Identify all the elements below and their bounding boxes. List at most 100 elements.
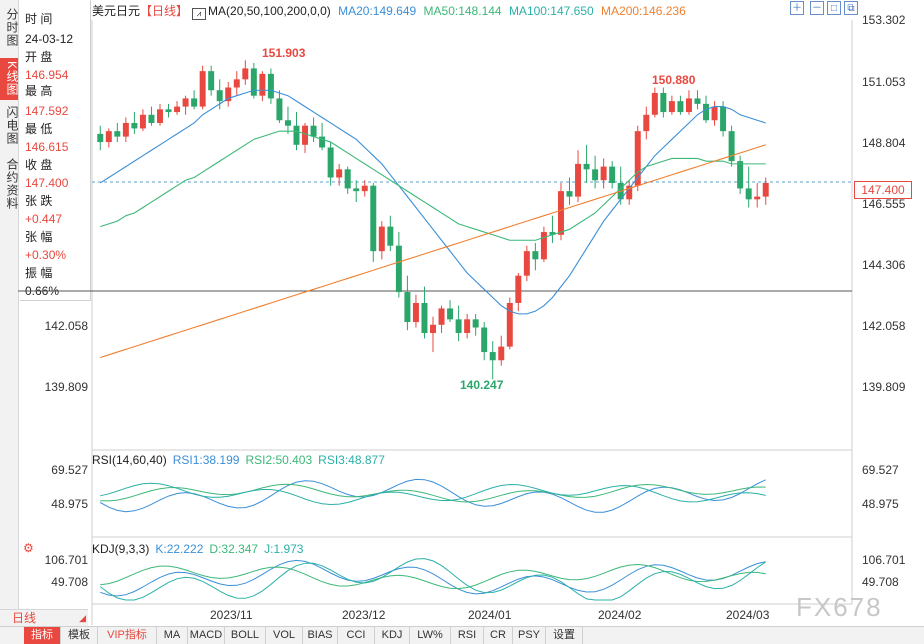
candle-body — [191, 98, 198, 107]
candle-body — [720, 106, 727, 132]
candle-body — [737, 161, 744, 189]
candle-body — [634, 131, 641, 186]
candle-body — [745, 188, 752, 200]
tab-contract-info[interactable]: 合约资料 — [5, 158, 19, 210]
tab-lw[interactable]: LW% — [410, 627, 451, 644]
left-tab-bar: 分时图 K线图 闪电图 合约资料 — [0, 0, 19, 625]
candle-body — [208, 71, 215, 91]
candle-body — [233, 79, 240, 88]
candle-body — [199, 71, 206, 107]
candle-body — [438, 308, 445, 325]
kdj-k-line — [100, 559, 766, 597]
tab-cci[interactable]: CCI — [338, 627, 375, 644]
kdj-j-line — [99, 558, 767, 601]
y-axis-label: 153.302 — [862, 13, 906, 27]
candle-body — [174, 106, 181, 113]
tab-kline[interactable]: K线图 — [0, 58, 19, 100]
candle-body — [600, 166, 607, 181]
tab-kdj[interactable]: KDJ — [375, 627, 410, 644]
x-axis-label: 2024/03 — [726, 608, 770, 622]
tab-cr[interactable]: CR — [484, 627, 513, 644]
symbol-name: 美元日元 — [92, 4, 141, 18]
change-pct-value: +0.30% — [25, 248, 67, 262]
candle-body — [131, 122, 138, 129]
time-value: 24-03-12 — [25, 32, 74, 46]
zoom-out-icon[interactable]: － — [810, 1, 824, 15]
kdj-level-label: 49.708 — [862, 575, 899, 589]
rsi2-value: RSI2:50.403 — [245, 453, 313, 467]
tab-macd[interactable]: MACD — [188, 627, 225, 644]
ma200-label: MA200:146.236 — [601, 4, 686, 18]
low-annotation: 140.247 — [460, 378, 504, 392]
candle-body — [489, 352, 496, 361]
tab-vip-indicator[interactable]: VIP指标 — [98, 627, 157, 644]
left-y-axis-label: 139.809 — [44, 380, 88, 394]
x-axis-label: 2023/11 — [210, 608, 253, 622]
add-icon[interactable]: ＋ — [790, 1, 804, 15]
high-label: 最 高 — [25, 84, 53, 98]
rsi-header: RSI(14,60,40) RSI1:38.199 RSI2:50.403 RSI3:… — [92, 453, 391, 467]
candle-body — [276, 98, 283, 121]
ma50-label: MA50:148.144 — [423, 4, 502, 18]
candle-body — [549, 232, 556, 235]
tab-bias[interactable]: BIAS — [303, 627, 338, 644]
candle-body — [225, 87, 232, 102]
candle-body — [762, 182, 769, 197]
maximize-icon[interactable]: □ — [827, 1, 841, 15]
x-axis-label: 2024/02 — [598, 608, 642, 622]
candle-body — [310, 125, 317, 137]
indicator-tab-bar: 指标 模板 VIP指标 MA MACD BOLL VOL BIAS CCI KD… — [0, 626, 924, 644]
tab-template[interactable]: 模板 — [61, 627, 98, 644]
kdj-d-line — [100, 563, 766, 590]
tab-boll[interactable]: BOLL — [225, 627, 266, 644]
tab-rsi[interactable]: RSI — [451, 627, 484, 644]
candle-body — [430, 324, 436, 333]
ma100-label: MA100:147.650 — [508, 4, 594, 18]
period-label[interactable]: 【日线】 — [140, 4, 189, 18]
rsi-level-label: 69.527 — [51, 463, 88, 477]
candle-body — [694, 98, 701, 104]
tab-ma[interactable]: MA — [157, 627, 188, 644]
watermark: FX678 — [796, 592, 883, 622]
tab-lightning[interactable]: 闪电图 — [5, 105, 19, 145]
current-price-tag: 147.400 — [854, 181, 912, 199]
ma-chart-icon[interactable]: ⩘ — [192, 8, 207, 20]
tab-timeshare[interactable]: 分时图 — [5, 7, 19, 47]
candle-body — [353, 188, 360, 192]
candle-body — [216, 90, 223, 102]
settings-gear-icon[interactable]: ⚙ — [23, 541, 34, 555]
close-value: 147.400 — [25, 176, 69, 190]
candle-body — [421, 302, 428, 333]
change-label: 张 跌 — [25, 194, 53, 208]
candle-body — [284, 120, 291, 126]
rsi-level-label: 48.975 — [51, 497, 88, 511]
high-value: 147.592 — [25, 104, 69, 118]
low-label: 最 低 — [25, 122, 53, 136]
y-axis-label: 144.306 — [862, 258, 906, 272]
period-selector[interactable]: 日线 ◢ — [0, 609, 88, 626]
rsi-title: RSI(14,60,40) — [92, 453, 167, 467]
open-label: 开 盘 — [25, 50, 53, 64]
candle-body — [293, 125, 300, 145]
kdj-level-label: 106.701 — [862, 553, 906, 567]
candle-body — [481, 327, 488, 353]
tab-indicator[interactable]: 指标 — [24, 627, 61, 644]
tab-psy[interactable]: PSY — [513, 627, 546, 644]
chart-header: 美元日元【日线】 ⩘ MA(20,50,100,200,0,0) MA20:149.… — [92, 2, 690, 20]
y-axis-label: 142.058 — [862, 319, 906, 333]
y-axis-label: 151.053 — [862, 75, 906, 89]
candle-body — [668, 101, 675, 113]
restore-icon[interactable]: ⧉ — [844, 1, 858, 15]
x-axis-label: 2023/12 — [342, 608, 386, 622]
candle-body — [157, 109, 163, 123]
candle-body — [651, 92, 658, 115]
time-label: 时 间 — [25, 12, 53, 26]
tab-vol[interactable]: VOL — [266, 627, 303, 644]
candle-body — [685, 98, 692, 113]
kdj-level-label: 49.708 — [51, 575, 88, 589]
kdj-d-value: D:32.347 — [209, 542, 259, 556]
candle-body — [540, 232, 547, 260]
tab-settings[interactable]: 设置 — [546, 627, 583, 644]
candle-body — [455, 319, 462, 333]
